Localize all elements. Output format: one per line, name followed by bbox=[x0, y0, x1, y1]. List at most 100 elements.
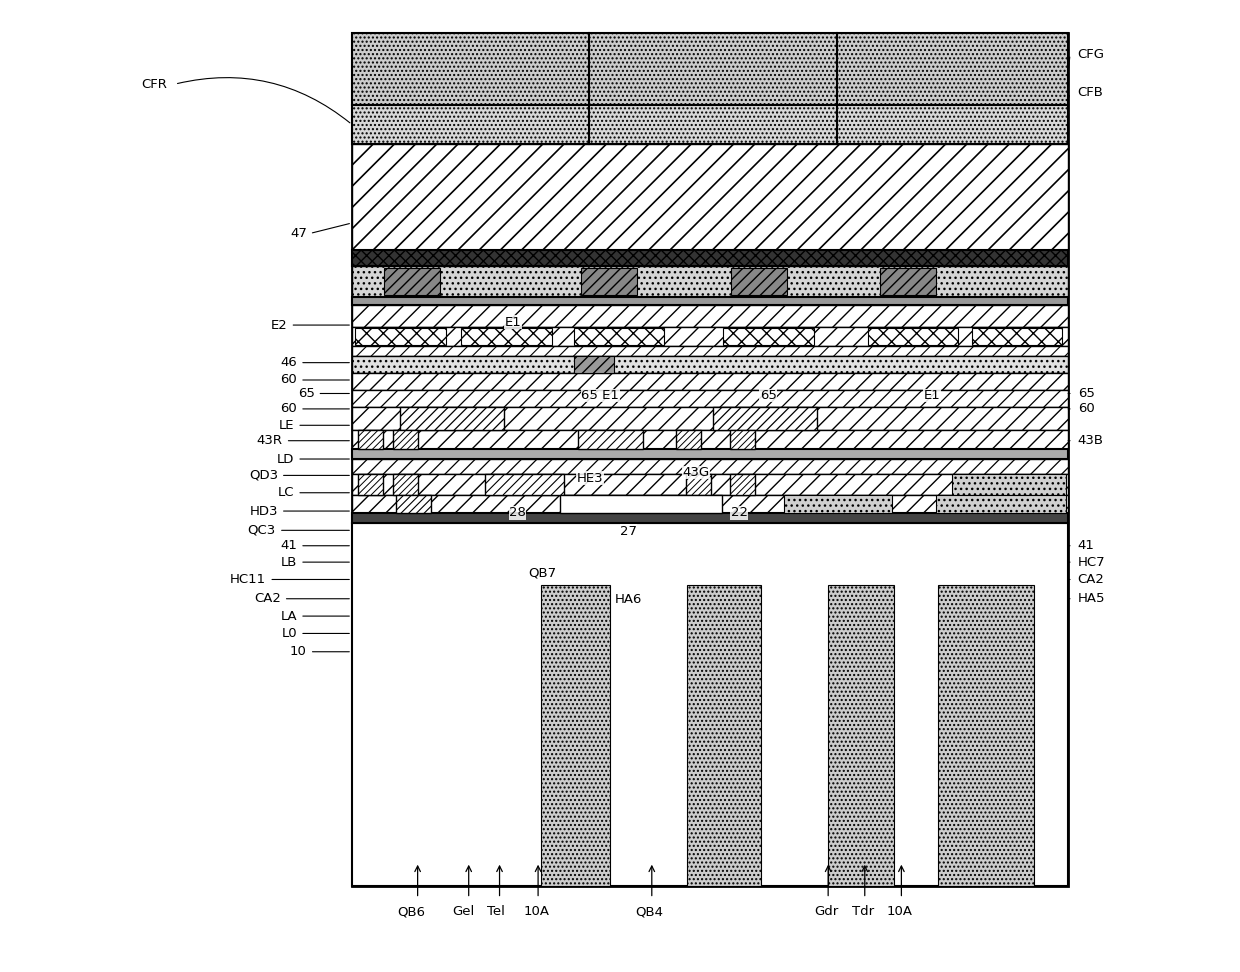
Bar bbox=[686, 474, 711, 495]
Text: QB4: QB4 bbox=[635, 906, 663, 919]
Bar bbox=[560, 495, 722, 513]
Bar bbox=[352, 373, 1068, 390]
Text: Tel: Tel bbox=[487, 906, 505, 919]
Bar bbox=[352, 356, 1068, 373]
Text: 41: 41 bbox=[280, 539, 298, 552]
Bar bbox=[352, 430, 1068, 449]
Text: 65 E1: 65 E1 bbox=[582, 389, 619, 401]
Bar bbox=[352, 346, 1068, 356]
Bar bbox=[352, 144, 1068, 250]
Bar bbox=[352, 373, 1068, 390]
Text: QB7: QB7 bbox=[528, 567, 557, 579]
Bar bbox=[582, 268, 637, 295]
Text: CA2: CA2 bbox=[254, 592, 280, 606]
Bar bbox=[541, 585, 610, 885]
Bar bbox=[828, 585, 894, 885]
Text: 60: 60 bbox=[280, 402, 298, 415]
Bar bbox=[687, 585, 760, 885]
Bar bbox=[352, 305, 1068, 327]
Bar bbox=[401, 407, 505, 430]
Bar bbox=[686, 474, 711, 495]
Bar bbox=[352, 430, 1068, 449]
Text: E1: E1 bbox=[505, 316, 521, 329]
Text: Gel: Gel bbox=[451, 906, 474, 919]
Bar bbox=[393, 474, 418, 495]
Bar bbox=[784, 495, 892, 513]
Bar bbox=[936, 495, 1066, 513]
Text: LC: LC bbox=[278, 486, 294, 500]
Bar bbox=[952, 474, 1066, 495]
Bar bbox=[401, 407, 505, 430]
Bar bbox=[352, 33, 1068, 105]
Text: LA: LA bbox=[280, 609, 298, 623]
Bar bbox=[393, 430, 418, 449]
Bar bbox=[730, 474, 755, 495]
Bar bbox=[352, 449, 1068, 459]
Text: 65: 65 bbox=[1078, 387, 1095, 400]
Bar bbox=[713, 407, 817, 430]
Bar bbox=[352, 327, 1068, 346]
Bar bbox=[397, 495, 432, 513]
Text: CFG: CFG bbox=[1078, 48, 1105, 61]
Text: LD: LD bbox=[277, 453, 294, 466]
Bar bbox=[485, 474, 564, 495]
Text: E2: E2 bbox=[270, 319, 288, 331]
Text: CFR: CFR bbox=[141, 78, 167, 90]
Text: 10A: 10A bbox=[523, 906, 549, 919]
Bar bbox=[352, 474, 1068, 495]
Bar bbox=[880, 268, 936, 295]
Text: CA2: CA2 bbox=[1078, 573, 1105, 586]
Text: 65: 65 bbox=[760, 389, 776, 401]
Text: HD3: HD3 bbox=[249, 504, 278, 517]
Bar bbox=[730, 430, 755, 449]
Text: 10A: 10A bbox=[887, 906, 913, 919]
Bar bbox=[393, 430, 418, 449]
Text: LB: LB bbox=[280, 556, 298, 569]
Text: 27: 27 bbox=[620, 525, 637, 538]
Text: 28: 28 bbox=[510, 506, 526, 519]
Bar bbox=[485, 474, 564, 495]
Text: QC3: QC3 bbox=[248, 524, 277, 537]
Bar bbox=[352, 513, 1068, 523]
Bar bbox=[937, 585, 1034, 885]
Bar bbox=[384, 268, 440, 295]
Text: LE: LE bbox=[279, 419, 294, 432]
Text: CFB: CFB bbox=[1078, 87, 1104, 99]
Bar bbox=[352, 327, 1068, 346]
Text: HA6: HA6 bbox=[615, 593, 642, 607]
Text: 46: 46 bbox=[280, 356, 298, 369]
Bar bbox=[730, 268, 786, 295]
Bar bbox=[352, 144, 1068, 250]
Text: 65: 65 bbox=[298, 387, 315, 400]
Bar bbox=[461, 328, 552, 345]
Bar bbox=[730, 474, 755, 495]
Bar bbox=[352, 407, 1068, 430]
Bar bbox=[972, 328, 1063, 345]
Bar bbox=[352, 459, 1068, 474]
Bar bbox=[358, 430, 383, 449]
Bar bbox=[352, 407, 1068, 430]
Text: HC7: HC7 bbox=[1078, 556, 1105, 569]
Bar bbox=[358, 474, 383, 495]
Bar bbox=[352, 346, 1068, 356]
Text: Gdr: Gdr bbox=[815, 906, 838, 919]
Text: 43B: 43B bbox=[1078, 434, 1104, 447]
Text: 47: 47 bbox=[290, 227, 306, 240]
Text: E1: E1 bbox=[924, 389, 940, 401]
Bar bbox=[352, 474, 1068, 495]
Bar bbox=[676, 430, 701, 449]
Bar bbox=[358, 430, 383, 449]
Text: 22: 22 bbox=[730, 506, 748, 519]
Bar bbox=[352, 523, 1068, 885]
Text: QD3: QD3 bbox=[249, 469, 278, 482]
Bar bbox=[352, 305, 1068, 327]
Bar bbox=[352, 459, 1068, 474]
Bar bbox=[352, 105, 1068, 144]
Bar bbox=[358, 474, 383, 495]
Bar bbox=[352, 250, 1068, 266]
Text: HE3: HE3 bbox=[577, 471, 603, 485]
Text: Tdr: Tdr bbox=[852, 906, 874, 919]
Bar bbox=[578, 430, 644, 449]
Text: 10: 10 bbox=[290, 645, 306, 658]
Bar bbox=[393, 474, 418, 495]
